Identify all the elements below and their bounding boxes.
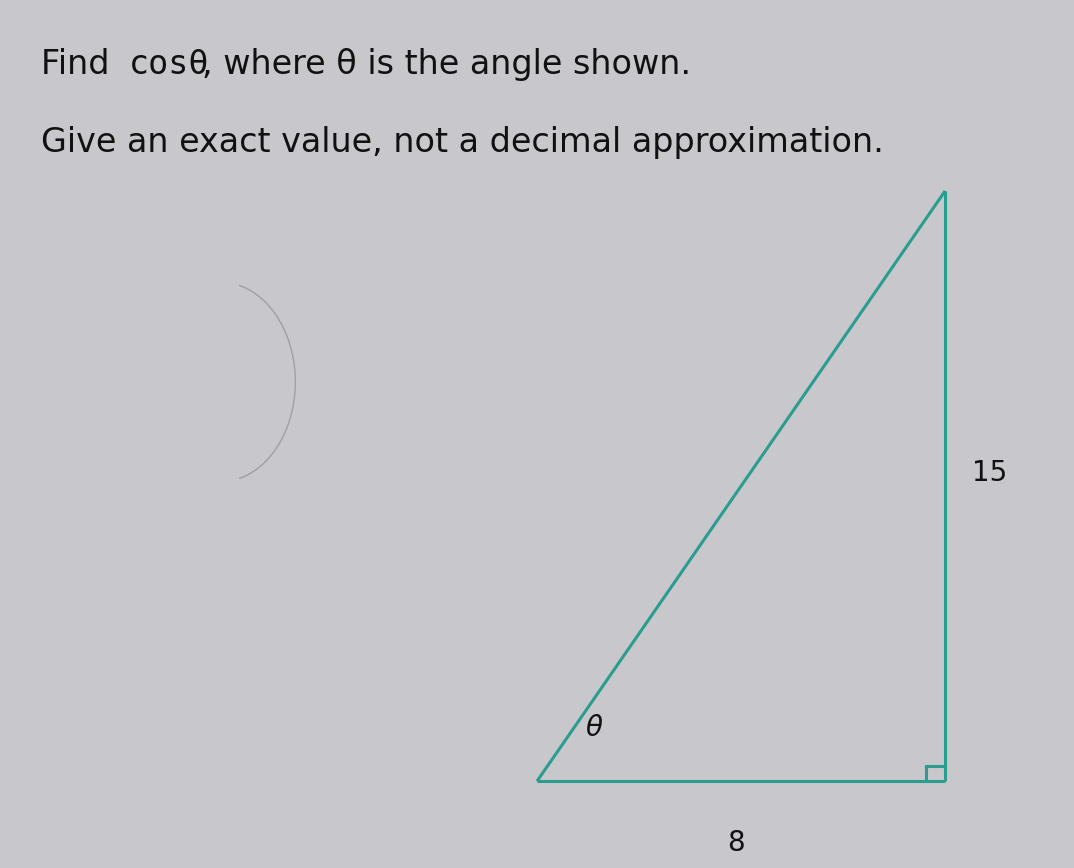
- Text: cosθ: cosθ: [129, 48, 209, 81]
- Text: 8: 8: [727, 829, 744, 857]
- Text: 15: 15: [972, 459, 1007, 487]
- Text: Give an exact value, not a decimal approximation.: Give an exact value, not a decimal appro…: [41, 126, 884, 159]
- Text: , where θ is the angle shown.: , where θ is the angle shown.: [202, 48, 691, 81]
- Text: θ: θ: [585, 714, 603, 742]
- Text: Find: Find: [41, 48, 131, 81]
